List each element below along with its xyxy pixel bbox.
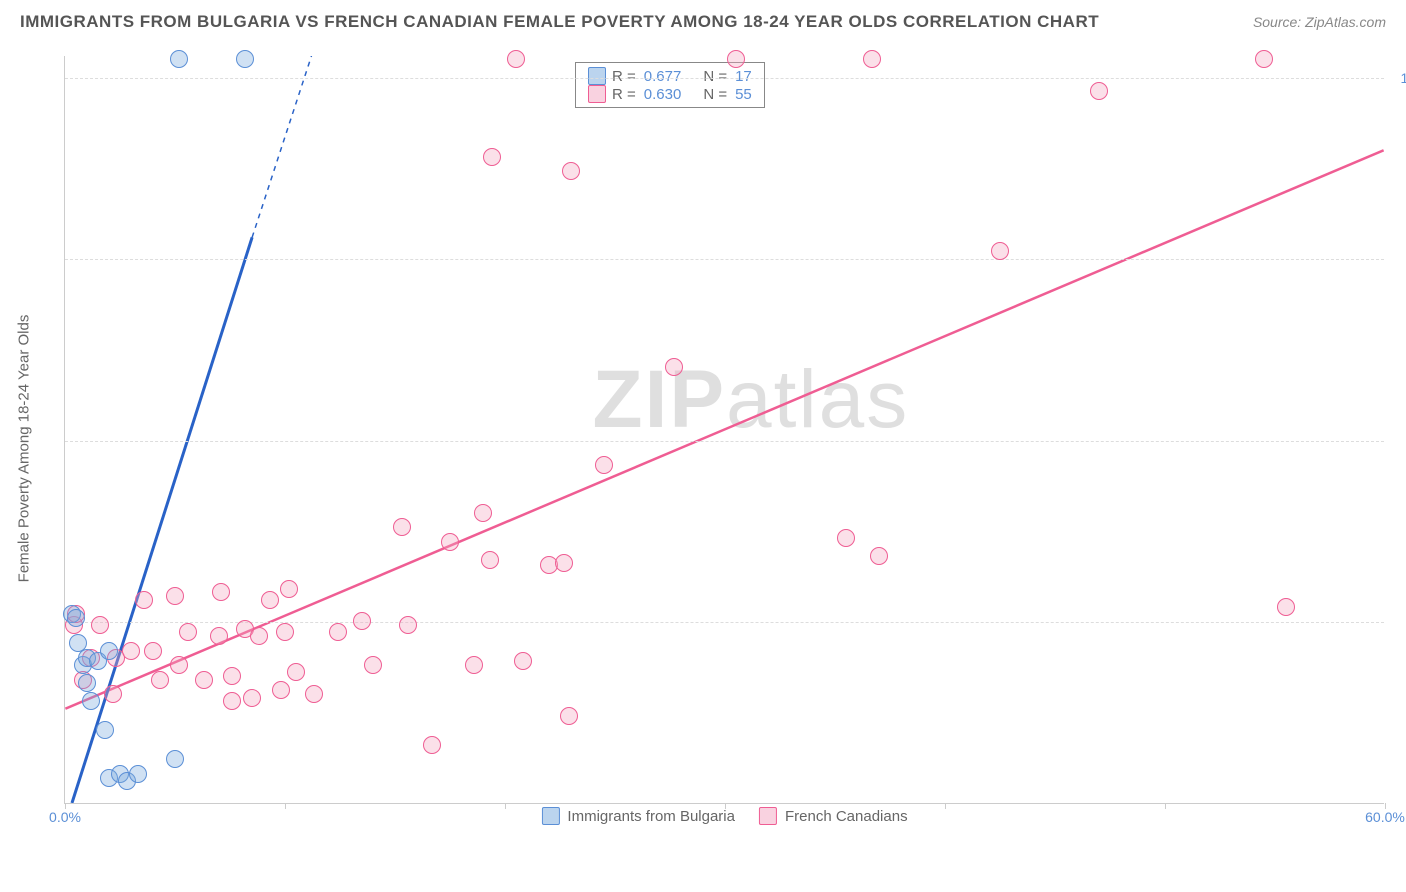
scatter-point-pink [423, 736, 441, 754]
scatter-point-pink [562, 162, 580, 180]
r-label: R = [612, 86, 636, 103]
scatter-point-pink [991, 242, 1009, 260]
scatter-point-blue [82, 692, 100, 710]
scatter-point-pink [305, 685, 323, 703]
scatter-point-pink [223, 667, 241, 685]
scatter-point-pink [261, 591, 279, 609]
scatter-point-pink [144, 642, 162, 660]
scatter-point-pink [560, 707, 578, 725]
y-tick-label: 100.0% [1401, 70, 1406, 86]
n-label: N = [703, 68, 727, 85]
scatter-point-pink [393, 518, 411, 536]
scatter-point-pink [212, 583, 230, 601]
scatter-point-blue [67, 609, 85, 627]
scatter-point-pink [870, 547, 888, 565]
gridline [65, 78, 1384, 79]
legend-label-blue: Immigrants from Bulgaria [567, 808, 735, 825]
scatter-point-pink [329, 623, 347, 641]
x-tick-label: 60.0% [1365, 809, 1405, 825]
scatter-point-pink [1090, 82, 1108, 100]
scatter-point-blue [78, 674, 96, 692]
legend-swatch-pink [588, 85, 606, 103]
scatter-point-pink [250, 627, 268, 645]
scatter-point-pink [272, 681, 290, 699]
r-label: R = [612, 68, 636, 85]
scatter-point-pink [195, 671, 213, 689]
legend-swatch-blue [588, 67, 606, 85]
correlation-legend: R = 0.677 N = 17 R = 0.630 N = 55 [575, 62, 765, 108]
scatter-point-pink [151, 671, 169, 689]
r-value-blue: 0.677 [644, 68, 682, 85]
scatter-point-pink [353, 612, 371, 630]
scatter-point-pink [595, 456, 613, 474]
legend-swatch-blue-icon [541, 807, 559, 825]
scatter-point-pink [507, 50, 525, 68]
chart-container: Female Poverty Among 18-24 Year Olds ZIP… [52, 56, 1392, 824]
scatter-point-pink [135, 591, 153, 609]
scatter-point-pink [1255, 50, 1273, 68]
watermark: ZIPatlas [592, 353, 909, 447]
x-tick [285, 803, 286, 809]
scatter-point-pink [474, 504, 492, 522]
chart-title: IMMIGRANTS FROM BULGARIA VS FRENCH CANAD… [20, 12, 1099, 32]
scatter-point-pink [276, 623, 294, 641]
scatter-point-pink [465, 656, 483, 674]
scatter-point-pink [210, 627, 228, 645]
scatter-point-pink [727, 50, 745, 68]
scatter-point-pink [483, 148, 501, 166]
legend-item-blue: Immigrants from Bulgaria [541, 807, 735, 825]
scatter-point-pink [1277, 598, 1295, 616]
n-value-blue: 17 [735, 68, 752, 85]
legend-row-pink: R = 0.630 N = 55 [588, 85, 752, 103]
n-label: N = [703, 86, 727, 103]
scatter-point-pink [179, 623, 197, 641]
y-axis-label: Female Poverty Among 18-24 Year Olds [16, 315, 33, 583]
scatter-point-pink [364, 656, 382, 674]
scatter-point-pink [170, 656, 188, 674]
plot-area: ZIPatlas R = 0.677 N = 17 R = 0.630 N = … [64, 56, 1384, 804]
scatter-point-blue [96, 721, 114, 739]
scatter-point-blue [100, 642, 118, 660]
scatter-point-pink [481, 551, 499, 569]
x-tick [505, 803, 506, 809]
x-tick [725, 803, 726, 809]
gridline [65, 622, 1384, 623]
scatter-point-pink [863, 50, 881, 68]
scatter-point-blue [129, 765, 147, 783]
scatter-point-pink [514, 652, 532, 670]
scatter-point-blue [170, 50, 188, 68]
scatter-point-pink [91, 616, 109, 634]
scatter-point-pink [555, 554, 573, 572]
scatter-point-pink [166, 587, 184, 605]
scatter-point-blue [166, 750, 184, 768]
scatter-point-pink [223, 692, 241, 710]
x-tick [945, 803, 946, 809]
r-value-pink: 0.630 [644, 86, 682, 103]
n-value-pink: 55 [735, 86, 752, 103]
scatter-point-pink [280, 580, 298, 598]
legend-item-pink: French Canadians [759, 807, 908, 825]
gridline [65, 441, 1384, 442]
gridline [65, 259, 1384, 260]
scatter-point-pink [665, 358, 683, 376]
scatter-point-pink [399, 616, 417, 634]
legend-row-blue: R = 0.677 N = 17 [588, 67, 752, 85]
legend-label-pink: French Canadians [785, 808, 908, 825]
chart-source: Source: ZipAtlas.com [1253, 14, 1386, 30]
trend-lines [65, 56, 1384, 803]
scatter-point-pink [441, 533, 459, 551]
x-tick [1165, 803, 1166, 809]
scatter-point-pink [837, 529, 855, 547]
scatter-point-blue [236, 50, 254, 68]
scatter-point-pink [243, 689, 261, 707]
legend-swatch-pink-icon [759, 807, 777, 825]
scatter-point-pink [104, 685, 122, 703]
scatter-point-pink [287, 663, 305, 681]
x-tick-label: 0.0% [49, 809, 81, 825]
series-legend: Immigrants from Bulgaria French Canadian… [541, 807, 907, 825]
scatter-point-pink [122, 642, 140, 660]
